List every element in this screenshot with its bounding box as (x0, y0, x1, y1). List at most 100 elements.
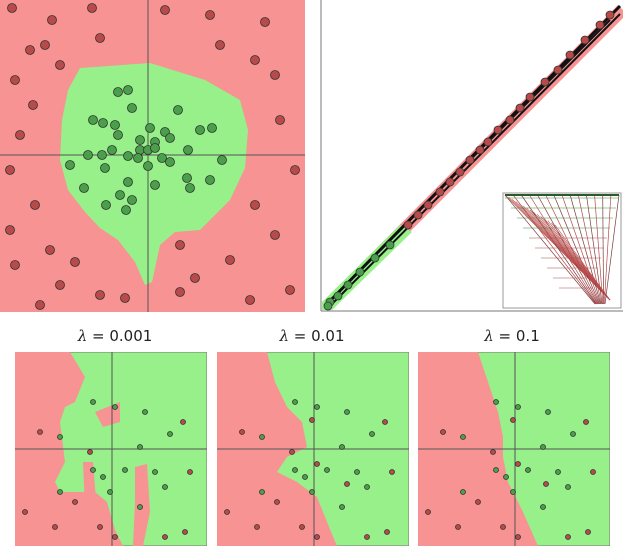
green-point (493, 467, 499, 473)
diagonal-projection-panel (320, 0, 623, 312)
red-point (175, 287, 185, 297)
red-point (7, 3, 17, 13)
green-point (323, 301, 333, 311)
red-point (45, 245, 55, 255)
green-point (88, 115, 98, 125)
red-point (435, 187, 445, 197)
green-point (370, 253, 380, 263)
red-point (274, 499, 280, 505)
red-point (565, 50, 575, 60)
green-point (127, 103, 137, 113)
green-point (292, 399, 298, 405)
green-point (100, 163, 110, 173)
red-point (493, 125, 503, 135)
red-point (187, 469, 193, 475)
red-point (285, 285, 295, 295)
red-point (97, 524, 103, 530)
red-point (245, 295, 255, 305)
lambda-label-3: λ = 0.1 (484, 327, 540, 345)
green-point (162, 484, 168, 490)
green-point (302, 474, 308, 480)
green-point (135, 135, 145, 145)
green-point (121, 205, 131, 215)
red-point (30, 200, 40, 210)
red-point (475, 145, 485, 155)
green-point (333, 291, 343, 301)
lambda-label-2: λ = 0.01 (279, 327, 345, 345)
red-point (543, 481, 549, 487)
green-point (354, 469, 360, 475)
green-point (123, 177, 133, 187)
red-point (290, 165, 300, 175)
green-point (133, 153, 143, 163)
green-point (167, 431, 173, 437)
green-point (339, 504, 345, 510)
red-point (25, 45, 35, 55)
green-point (90, 399, 96, 405)
green-point (339, 444, 345, 450)
red-point (72, 499, 78, 505)
green-point (343, 280, 353, 290)
green-point (205, 175, 215, 185)
green-point (314, 404, 320, 410)
green-point (142, 409, 148, 415)
green-point (150, 143, 160, 153)
red-point (590, 469, 596, 475)
green-point (143, 161, 153, 171)
green-point (83, 150, 93, 160)
red-point (595, 20, 605, 30)
red-point (483, 137, 493, 147)
red-point (475, 499, 481, 505)
green-point (113, 130, 123, 140)
red-point (382, 419, 388, 425)
mesh-line (603, 194, 612, 305)
red-point (175, 240, 185, 250)
green-point (259, 489, 265, 495)
green-point (100, 474, 106, 480)
red-point (10, 260, 20, 270)
mesh-line (604, 194, 620, 305)
red-point (413, 210, 423, 220)
red-point (423, 200, 433, 210)
green-point (112, 404, 118, 410)
green-point (493, 399, 499, 405)
green-point (152, 469, 158, 475)
red-point (52, 524, 58, 530)
green-point (309, 489, 315, 495)
green-point (292, 467, 298, 473)
red-point (120, 293, 130, 303)
green-point (173, 105, 183, 115)
red-point (37, 429, 43, 435)
red-point (515, 103, 525, 113)
green-point (123, 151, 133, 161)
red-point (250, 200, 260, 210)
lambda-01-panel (418, 352, 610, 546)
red-point (505, 115, 515, 125)
red-point (224, 509, 230, 515)
green-point (555, 469, 561, 475)
red-point (40, 40, 50, 50)
red-point (55, 60, 65, 70)
red-point (182, 529, 188, 535)
green-point (565, 484, 571, 490)
green-point (137, 504, 143, 510)
green-point (57, 489, 63, 495)
mesh-line (594, 194, 604, 305)
red-point (440, 429, 446, 435)
red-point (270, 230, 280, 240)
green-point (115, 190, 125, 200)
red-point (525, 92, 535, 102)
red-point (87, 449, 93, 455)
mesh-line (569, 194, 602, 305)
red-point (5, 165, 15, 175)
diagonal-points (323, 10, 615, 311)
red-point (180, 419, 186, 425)
red-point (15, 130, 25, 140)
red-point (190, 273, 200, 283)
green-point (165, 133, 175, 143)
green-point (369, 431, 375, 437)
red-point (55, 280, 65, 290)
lambda-001-panel (217, 352, 409, 546)
green-point (503, 474, 509, 480)
mesh-line (554, 224, 611, 301)
